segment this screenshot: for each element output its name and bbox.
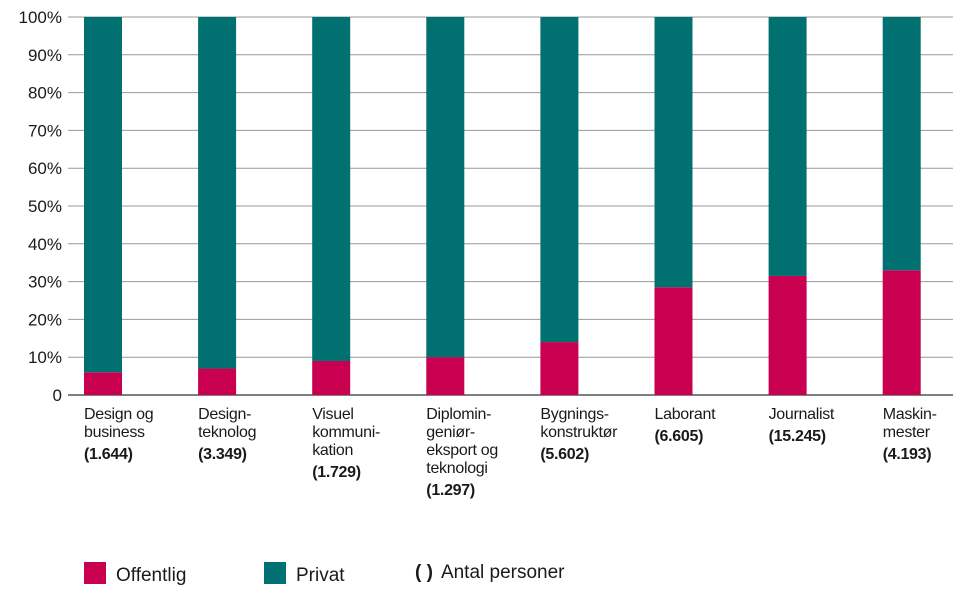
- y-tick-label: 0: [53, 386, 62, 405]
- x-tick-label: Bygnings-konstruktør (5.602): [540, 406, 630, 464]
- x-tick-label-line: Maskin-: [882, 406, 937, 423]
- x-tick-count: (3.349): [198, 446, 247, 463]
- bar-offentlig: [654, 287, 693, 395]
- bar-privat: [426, 17, 465, 358]
- legend-swatch-offentlig: [84, 562, 106, 584]
- x-tick-count: (4.193): [882, 446, 932, 463]
- x-tick-label: Design og business (1.644): [84, 406, 174, 464]
- x-tick-label: Diplomin-geniør-eksport og teknologi (1.29…: [426, 406, 516, 500]
- y-tick-label: 60%: [28, 159, 62, 178]
- x-tick-count: (1.297): [426, 482, 475, 499]
- bar-offentlig: [198, 368, 237, 395]
- x-tick-label-line: geniør-: [426, 424, 475, 441]
- legend-label-privat: Privat: [296, 565, 345, 586]
- x-tick-label: Design-teknolog (3.349): [198, 406, 288, 464]
- bar-offentlig: [540, 342, 579, 395]
- x-tick-label-line: Design og: [84, 406, 154, 423]
- bar-privat: [312, 17, 351, 361]
- x-tick-label-line: konstruktør: [540, 424, 618, 441]
- legend-item-privat: Privat: [264, 562, 345, 587]
- x-tick-label: Journalist (15.245): [769, 406, 859, 446]
- bars: [84, 17, 921, 395]
- x-tick-label-line: teknolog: [198, 424, 257, 441]
- x-tick-count: (1.729): [312, 464, 361, 481]
- x-tick-label-line: mester: [882, 424, 930, 441]
- y-tick-label: 90%: [28, 46, 62, 65]
- x-tick-label: Maskin-mester (4.193): [883, 406, 953, 464]
- x-tick-count: (1.644): [84, 446, 133, 463]
- x-tick-label-line: Design-: [198, 406, 252, 423]
- x-tick-count: (6.605): [654, 428, 704, 445]
- x-tick-label-line: Laborant: [654, 406, 716, 423]
- legend-item-antal-personer: ( ) Antal personer: [415, 562, 565, 584]
- y-tick-label: 20%: [28, 310, 62, 329]
- x-tick-label-line: Diplomin-: [426, 406, 492, 423]
- bar-privat: [84, 17, 122, 373]
- bar-offentlig: [84, 372, 122, 395]
- legend-item-offentlig: Offentlig: [84, 562, 186, 587]
- bar-privat: [198, 17, 237, 369]
- y-tick-label: 40%: [28, 235, 62, 254]
- x-tick-label-line: Journalist: [768, 406, 835, 423]
- y-tick-label: 10%: [28, 348, 62, 367]
- y-tick-label: 30%: [28, 273, 62, 292]
- x-tick-label-line: Visuel: [312, 406, 354, 423]
- x-tick-label-line: Bygnings-: [540, 406, 609, 423]
- x-tick-count: (5.602): [540, 446, 589, 463]
- legend-label-offentlig: Offentlig: [116, 565, 187, 586]
- x-tick-label-line: teknologi: [426, 460, 488, 477]
- y-tick-label: 100%: [19, 8, 62, 27]
- legend-swatch-privat: [264, 562, 286, 584]
- x-tick-label-line: eksport og: [426, 442, 499, 459]
- bar-offentlig: [768, 275, 807, 395]
- x-tick-count: (15.245): [768, 428, 827, 445]
- y-tick-label: 70%: [28, 121, 62, 140]
- bar-offentlig: [312, 360, 351, 395]
- bar-privat: [768, 17, 807, 276]
- legend-paren-symbol: ( ): [415, 562, 433, 583]
- x-tick-label: Visuel kommuni-kation (1.729): [312, 406, 402, 482]
- y-axis-ticks: 0 10% 20% 30% 40% 50% 60% 70% 80% 90% 100%: [19, 8, 62, 405]
- bar-privat: [540, 17, 579, 343]
- bar-offentlig: [426, 357, 465, 395]
- y-tick-label: 50%: [28, 197, 62, 216]
- legend-label-antal-personer: Antal personer: [440, 562, 565, 583]
- bar-privat: [882, 17, 921, 271]
- x-tick-label-line: kation: [312, 442, 354, 459]
- x-tick-label-line: kommuni-: [312, 424, 381, 441]
- x-tick-label-line: business: [84, 424, 145, 441]
- y-tick-label: 80%: [28, 84, 62, 103]
- bar-offentlig: [882, 270, 921, 395]
- x-tick-label: Laborant (6.605): [655, 406, 745, 446]
- bar-privat: [654, 17, 693, 288]
